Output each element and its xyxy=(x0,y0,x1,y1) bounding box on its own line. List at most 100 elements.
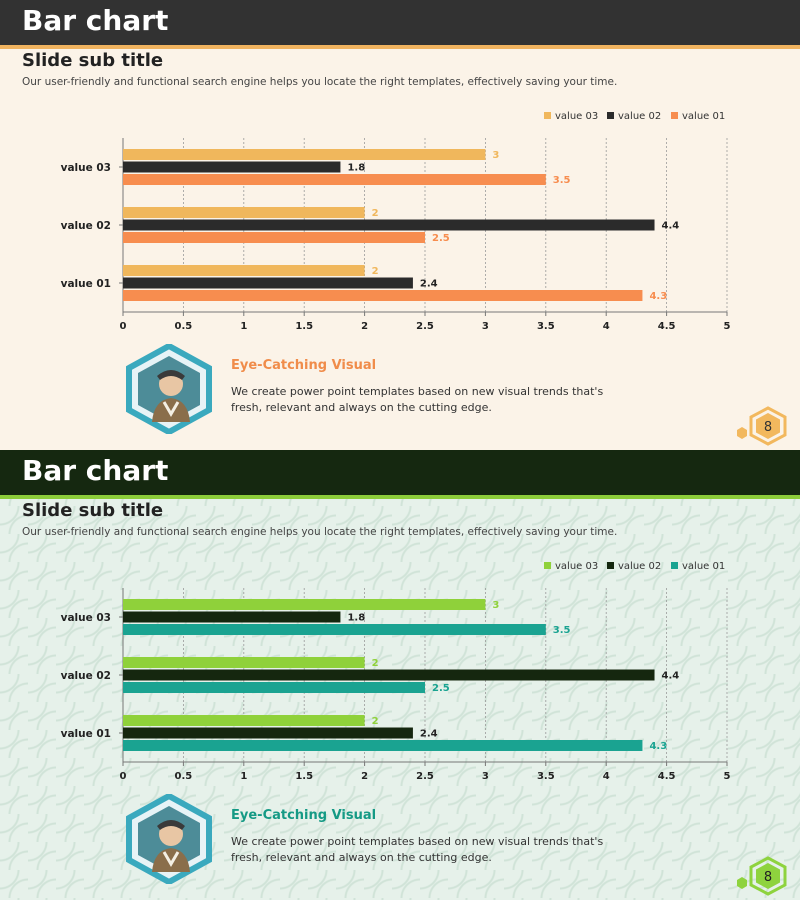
x-tick-label: 0 xyxy=(120,321,127,332)
bar-chart: 0 0.5 1 1.5 2 2.5 3 3.5 4 4.5 5 value 01 2 2.4 4.3 valu… xyxy=(61,111,731,332)
legend-label: value 02 xyxy=(618,561,661,572)
page-number: 8 xyxy=(764,870,772,885)
bar xyxy=(123,657,365,668)
x-tick-label: 0 xyxy=(120,771,127,782)
category-label: value 03 xyxy=(61,162,111,174)
legend-label: value 01 xyxy=(682,111,725,122)
legend-swatch xyxy=(544,112,551,119)
data-label: 2.4 xyxy=(420,279,438,290)
slide-1: Bar chart Slide sub title Our user-frien… xyxy=(0,0,800,450)
callout-title: Eye-Catching Visual xyxy=(231,358,377,373)
x-tick-label: 5 xyxy=(724,321,731,332)
x-tick-label: 0.5 xyxy=(175,321,193,332)
bar xyxy=(123,740,643,751)
data-label: 4.4 xyxy=(662,221,680,232)
legend-swatch xyxy=(544,562,551,569)
x-tick-label: 4.5 xyxy=(658,771,676,782)
bar xyxy=(123,669,655,681)
bar xyxy=(123,682,425,693)
hexagon-icon xyxy=(749,406,787,446)
slide-title: Bar chart xyxy=(22,4,169,37)
x-tick-label: 2.5 xyxy=(416,771,434,782)
legend-swatch xyxy=(607,112,614,119)
x-tick-label: 2 xyxy=(361,771,368,782)
data-label: 3 xyxy=(492,150,499,161)
data-label: 1.8 xyxy=(347,613,365,624)
x-tick-label: 1.5 xyxy=(295,321,313,332)
legend-label: value 02 xyxy=(618,111,661,122)
data-label: 3.5 xyxy=(553,175,571,186)
bar xyxy=(123,624,546,635)
x-tick-label: 1 xyxy=(240,321,247,332)
slide-header: Bar chart xyxy=(0,0,800,49)
slide-header: Bar chart xyxy=(0,450,800,499)
x-tick-label: 1.5 xyxy=(295,771,313,782)
bar xyxy=(123,715,365,726)
bar xyxy=(123,161,341,173)
slide-2: Bar chart Slide sub title Our user-frien… xyxy=(0,450,800,900)
slide-subtitle: Slide sub title xyxy=(22,500,164,521)
x-tick-label: 1 xyxy=(240,771,247,782)
x-tick-label: 2.5 xyxy=(416,321,434,332)
bar xyxy=(123,219,655,231)
page-number-badge: 8 xyxy=(737,406,787,446)
slide-subtitle: Slide sub title xyxy=(22,50,164,71)
bar-chart: 0 0.5 1 1.5 2 2.5 3 3.5 4 4.5 5 value 01 2 2.4 4.3 valu… xyxy=(61,561,731,782)
legend-label: value 03 xyxy=(555,111,598,122)
bar xyxy=(123,232,425,243)
bar xyxy=(123,727,413,739)
data-label: 2.5 xyxy=(432,233,450,244)
hexagon-photo-icon xyxy=(126,344,212,434)
hexagon-photo-icon xyxy=(126,794,212,884)
legend-swatch xyxy=(671,112,678,119)
callout-body: We create power point templates based on… xyxy=(231,385,604,414)
hexagon-icon xyxy=(749,856,787,896)
x-tick-label: 3.5 xyxy=(537,771,555,782)
legend-label: value 03 xyxy=(555,561,598,572)
callout-title: Eye-Catching Visual xyxy=(231,808,377,823)
x-tick-label: 3 xyxy=(482,321,489,332)
x-tick-label: 0.5 xyxy=(175,771,193,782)
data-label: 1.8 xyxy=(347,163,365,174)
legend-label: value 01 xyxy=(682,561,725,572)
bar xyxy=(123,599,486,610)
page-number-badge: 8 xyxy=(737,856,787,896)
bar xyxy=(123,277,413,289)
bar xyxy=(123,265,365,276)
small-hexagon-icon xyxy=(737,877,747,889)
x-tick-label: 4 xyxy=(603,771,610,782)
category-label: value 01 xyxy=(61,278,111,290)
data-label: 2 xyxy=(372,658,379,669)
small-hexagon-icon xyxy=(737,427,747,439)
bar xyxy=(123,149,486,160)
callout-body: We create power point templates based on… xyxy=(231,835,604,864)
slide-description: Our user-friendly and functional search … xyxy=(22,526,618,538)
slide-title: Bar chart xyxy=(22,454,169,487)
data-label: 2 xyxy=(372,208,379,219)
x-tick-label: 3 xyxy=(482,771,489,782)
legend-swatch xyxy=(607,562,614,569)
category-label: value 02 xyxy=(61,670,111,682)
data-label: 2 xyxy=(372,266,379,277)
bar xyxy=(123,174,546,185)
bar xyxy=(123,207,365,218)
category-label: value 02 xyxy=(61,220,111,232)
data-label: 4.3 xyxy=(649,741,667,752)
x-tick-label: 5 xyxy=(724,771,731,782)
x-tick-label: 4 xyxy=(603,321,610,332)
x-tick-label: 2 xyxy=(361,321,368,332)
legend-swatch xyxy=(671,562,678,569)
slide-description: Our user-friendly and functional search … xyxy=(22,76,618,88)
x-tick-label: 4.5 xyxy=(658,321,676,332)
category-label: value 01 xyxy=(61,728,111,740)
category-label: value 03 xyxy=(61,612,111,624)
data-label: 2.4 xyxy=(420,729,438,740)
bar xyxy=(123,611,341,623)
data-label: 2 xyxy=(372,716,379,727)
bar xyxy=(123,290,643,301)
page-number: 8 xyxy=(764,420,772,435)
data-label: 3 xyxy=(492,600,499,611)
data-label: 4.4 xyxy=(662,671,680,682)
data-label: 4.3 xyxy=(649,291,667,302)
data-label: 2.5 xyxy=(432,683,450,694)
